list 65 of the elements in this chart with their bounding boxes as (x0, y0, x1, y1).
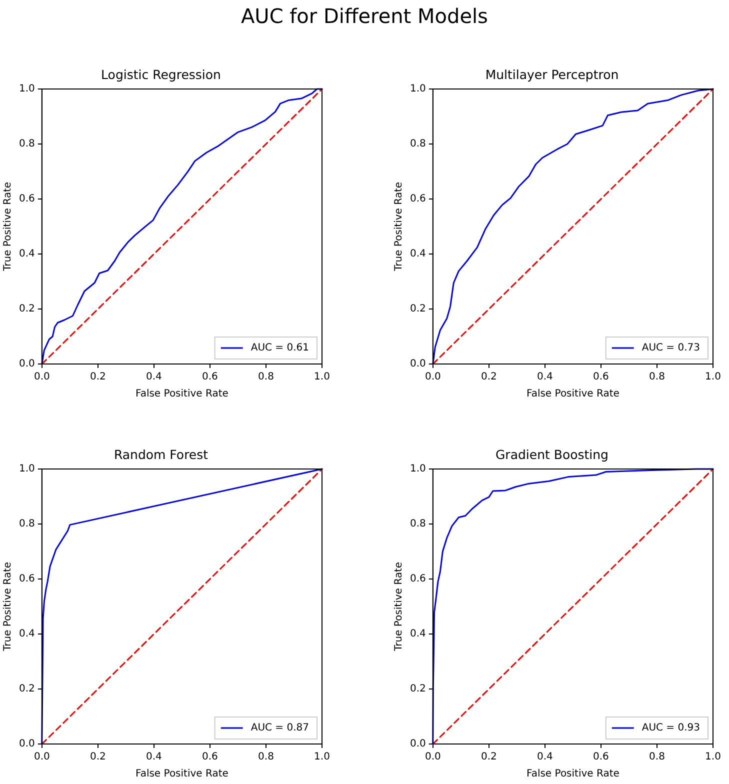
x-tick-label: 0.4 (146, 752, 162, 763)
x-tick-label: 1.0 (705, 752, 721, 763)
x-axis-title: False Positive Rate (526, 388, 620, 400)
x-tick-label: 1.0 (314, 372, 330, 383)
y-tick-label: 1.0 (18, 464, 35, 475)
x-tick-label: 0.6 (202, 752, 218, 763)
x-tick-label: 1.0 (314, 752, 330, 763)
y-axis-title: True Positive Rate (2, 182, 14, 272)
x-axis-title: False Positive Rate (526, 768, 620, 780)
y-tick-label: 0.0 (410, 358, 426, 370)
chart-title: Multilayer Perceptron (485, 66, 619, 82)
x-axis-title: False Positive Rate (135, 388, 228, 400)
y-tick-label: 0.0 (18, 358, 35, 370)
y-tick-label: 0.6 (18, 194, 35, 205)
x-tick-label: 0.8 (258, 752, 274, 763)
y-tick-label: 0.4 (410, 628, 426, 640)
legend-label: AUC = 0.73 (642, 342, 700, 354)
x-tick-label: 0.4 (146, 372, 162, 383)
x-tick-label: 0.6 (202, 372, 218, 383)
y-tick-label: 0.4 (18, 628, 35, 640)
text: AUC for Different Models (240, 4, 489, 28)
y-tick-label: 1.0 (410, 84, 426, 95)
y-tick-label: 0.4 (18, 248, 35, 260)
legend-label: AUC = 0.61 (250, 342, 310, 354)
chart-title: Random Forest (114, 446, 208, 462)
y-tick-label: 0.6 (18, 574, 35, 585)
y-tick-label: 0.2 (18, 304, 35, 315)
y-tick-label: 0.2 (18, 684, 35, 695)
x-axis-title: False Positive Rate (135, 768, 228, 780)
x-tick-label: 0.4 (536, 372, 553, 383)
y-tick-label: 0.0 (410, 738, 426, 750)
chart-title: Logistic Regression (101, 66, 221, 82)
y-tick-label: 0.8 (18, 518, 35, 530)
y-tick-label: 0.2 (410, 304, 426, 315)
y-tick-label: 0.6 (410, 194, 426, 205)
x-tick-label: 0.4 (536, 752, 553, 763)
y-tick-label: 0.2 (410, 684, 426, 695)
x-tick-label: 0.0 (34, 372, 50, 383)
y-axis-title: True Positive Rate (394, 182, 405, 272)
chart-title: Gradient Boosting (496, 446, 608, 462)
y-tick-label: 0.8 (410, 138, 426, 150)
x-tick-label: 0.8 (649, 752, 665, 763)
x-tick-label: 0.8 (258, 372, 274, 383)
x-tick-label: 0.2 (480, 372, 497, 383)
x-tick-label: 0.8 (649, 372, 665, 383)
x-tick-label: 0.6 (593, 372, 609, 383)
legend-label: AUC = 0.93 (642, 722, 700, 734)
x-tick-label: 0.2 (90, 752, 106, 763)
x-tick-label: 0.0 (424, 372, 441, 383)
legend-label: AUC = 0.87 (250, 722, 310, 734)
y-tick-label: 1.0 (18, 84, 35, 95)
y-tick-label: 0.8 (410, 518, 426, 530)
y-axis-title: True Positive Rate (2, 562, 14, 652)
y-tick-label: 0.4 (410, 248, 426, 260)
y-tick-label: 0.0 (18, 738, 35, 750)
y-tick-label: 0.8 (18, 138, 35, 150)
x-tick-label: 0.2 (90, 372, 106, 383)
x-tick-label: 0.0 (424, 752, 441, 763)
x-tick-label: 1.0 (705, 372, 721, 383)
x-tick-label: 0.6 (593, 752, 609, 763)
y-tick-label: 1.0 (410, 464, 426, 475)
y-axis-title: True Positive Rate (394, 562, 405, 652)
x-tick-label: 0.2 (480, 752, 497, 763)
y-tick-label: 0.6 (410, 574, 426, 585)
x-tick-label: 0.0 (34, 752, 50, 763)
